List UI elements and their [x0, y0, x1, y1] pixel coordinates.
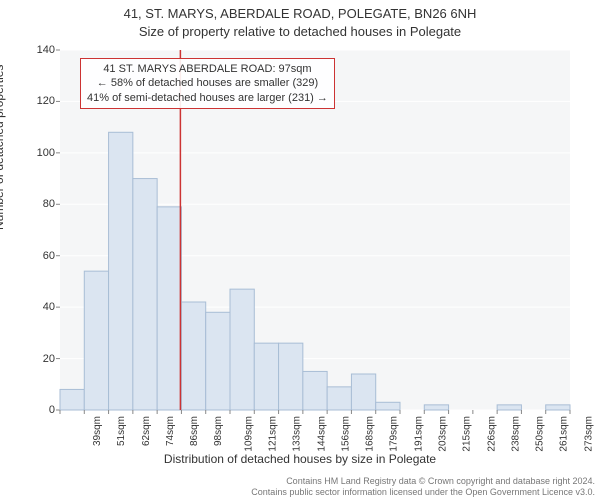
y-tick: 60: [15, 250, 55, 262]
x-tick: 250sqm: [535, 416, 546, 452]
x-tick: 86sqm: [189, 416, 200, 446]
x-tick: 191sqm: [413, 416, 424, 452]
x-axis-label: Distribution of detached houses by size …: [0, 452, 600, 466]
infobox-line2: ← 58% of detached houses are smaller (32…: [87, 76, 328, 90]
x-tick: 226sqm: [486, 416, 497, 452]
x-tick: 121sqm: [268, 416, 279, 452]
x-tick: 39sqm: [92, 416, 103, 446]
y-tick: 100: [15, 147, 55, 159]
x-tick: 62sqm: [141, 416, 152, 446]
chart-title-line2: Size of property relative to detached ho…: [0, 24, 600, 39]
x-tick: 156sqm: [340, 416, 351, 452]
x-tick: 168sqm: [365, 416, 376, 452]
footer-line1: Contains HM Land Registry data © Crown c…: [0, 476, 595, 487]
x-tick: 144sqm: [316, 416, 327, 452]
y-axis-label: Number of detached properties: [0, 65, 6, 230]
y-tick: 80: [15, 198, 55, 210]
x-tick: 215sqm: [462, 416, 473, 452]
infobox-line3: 41% of semi-detached houses are larger (…: [87, 91, 328, 105]
chart-title-line1: 41, ST. MARYS, ABERDALE ROAD, POLEGATE, …: [0, 6, 600, 21]
x-tick: 179sqm: [389, 416, 400, 452]
x-tick: 261sqm: [559, 416, 570, 452]
footer-line2: Contains public sector information licen…: [0, 487, 595, 498]
x-tick: 74sqm: [165, 416, 176, 446]
y-tick: 40: [15, 301, 55, 313]
x-tick: 273sqm: [583, 416, 594, 452]
y-tick: 20: [15, 353, 55, 365]
x-tick: 51sqm: [116, 416, 127, 446]
y-tick: 0: [15, 404, 55, 416]
x-tick: 109sqm: [243, 416, 254, 452]
y-tick: 120: [15, 95, 55, 107]
x-tick: 98sqm: [213, 416, 224, 446]
x-tick: 203sqm: [438, 416, 449, 452]
attribution-footer: Contains HM Land Registry data © Crown c…: [0, 476, 595, 498]
reference-info-box: 41 ST. MARYS ABERDALE ROAD: 97sqm ← 58% …: [80, 58, 335, 109]
infobox-line1: 41 ST. MARYS ABERDALE ROAD: 97sqm: [87, 62, 328, 76]
x-tick: 133sqm: [292, 416, 303, 452]
x-tick: 238sqm: [510, 416, 521, 452]
y-tick: 140: [15, 44, 55, 56]
